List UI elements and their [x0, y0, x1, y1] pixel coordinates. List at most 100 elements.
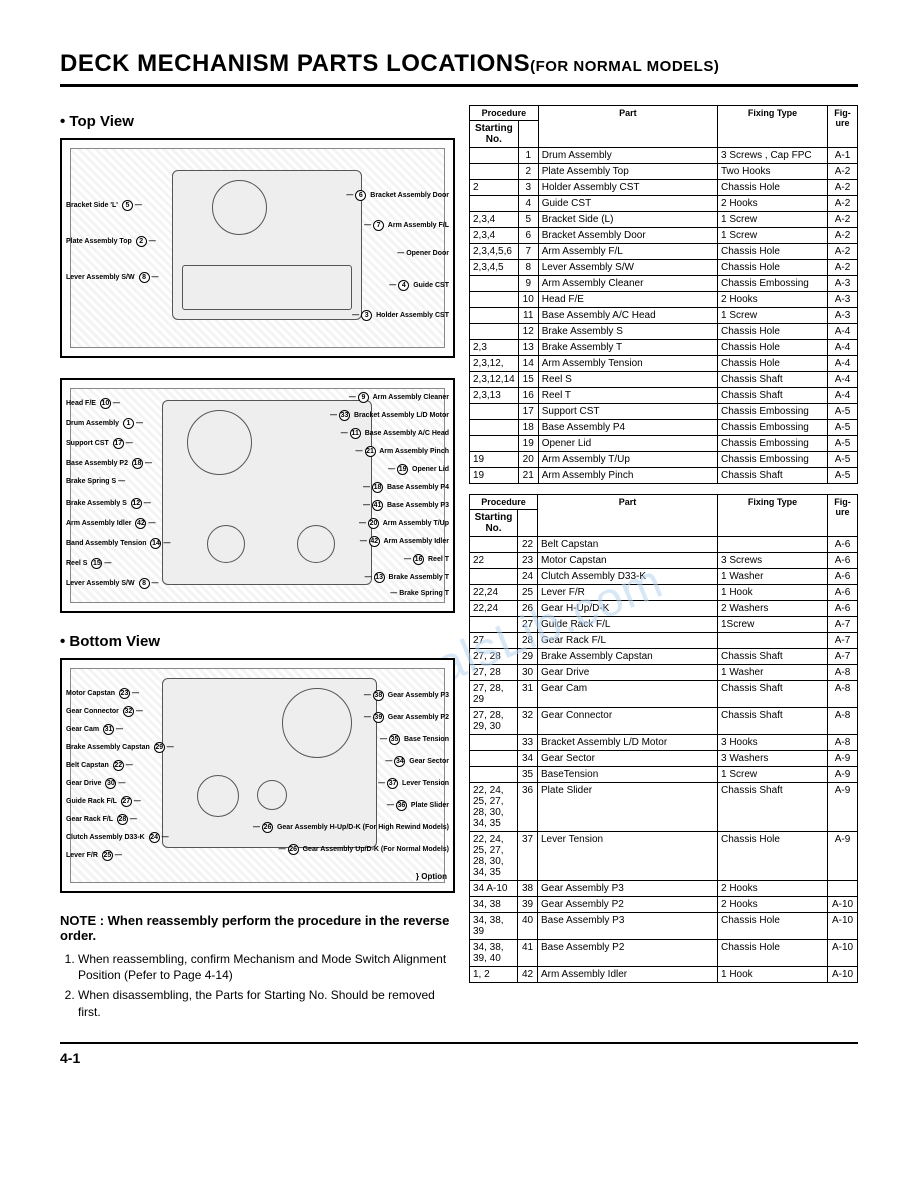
th-starting-no: Starting No. — [470, 121, 519, 148]
cell-figure: A-10 — [828, 913, 858, 940]
callout-label: Lever Assembly S/W 8— — [66, 272, 159, 283]
bottom-view-label: • Bottom View — [60, 633, 455, 650]
cell-index: 38 — [518, 881, 538, 897]
table-row: 22Belt CapstanA-6 — [470, 537, 858, 553]
cell-figure: A-8 — [828, 681, 858, 708]
cell-figure: A-3 — [828, 292, 858, 308]
callout-label: Band Assembly Tension 14— — [66, 538, 170, 549]
callout-label: —13 Brake Assembly T — [365, 572, 449, 583]
cell-index: 32 — [518, 708, 538, 735]
cell-figure: A-4 — [828, 372, 858, 388]
cell-starting-no — [470, 148, 519, 164]
cell-starting-no: 27, 28, 29, 30 — [470, 708, 518, 735]
cell-starting-no: 2,3,4 — [470, 212, 519, 228]
cell-figure: A-2 — [828, 244, 858, 260]
cell-figure: A-6 — [828, 601, 858, 617]
table-row: 2,3,46Bracket Assembly Door1 ScrewA-2 — [470, 228, 858, 244]
page-number: 4-1 — [60, 1050, 80, 1066]
table-row: 1Drum Assembly3 Screws , Cap FPCA-1 — [470, 148, 858, 164]
top-view-label: • Top View — [60, 113, 455, 130]
cell-part: Arm Assembly Pinch — [538, 468, 717, 484]
cell-figure: A-9 — [828, 783, 858, 832]
callout-label: Base Assembly P2 18— — [66, 458, 152, 469]
cell-index: 5 — [518, 212, 538, 228]
callout-num: 26 — [288, 844, 299, 855]
callout-label: —35 Base Tension — [380, 734, 449, 745]
table-row: 2Plate Assembly TopTwo HooksA-2 — [470, 164, 858, 180]
option-bracket: } Option — [416, 872, 447, 881]
cell-fixing: Chassis Shaft — [718, 388, 828, 404]
callout-num: 7 — [373, 220, 384, 231]
cell-figure: A-10 — [828, 967, 858, 983]
table-row: 27, 2830Gear Drive1 WasherA-8 — [470, 665, 858, 681]
cell-starting-no — [470, 751, 518, 767]
cell-part: Arm Assembly Cleaner — [538, 276, 717, 292]
callout-label: Belt Capstan 22— — [66, 760, 133, 771]
cell-fixing: Chassis Shaft — [718, 783, 828, 832]
cell-index: 35 — [518, 767, 538, 783]
cell-fixing: 1 Hook — [718, 967, 828, 983]
cell-fixing: 3 Screws — [718, 553, 828, 569]
cell-index: 39 — [518, 897, 538, 913]
callout-num: 15 — [91, 558, 102, 569]
cell-figure: A-10 — [828, 897, 858, 913]
callout-label: Head F/E 10— — [66, 398, 120, 409]
callout-num: 36 — [396, 800, 407, 811]
diagram-top-1: Bracket Side 'L' 5—Plate Assembly Top 2—… — [60, 138, 455, 358]
callout-label: —36 Plate Slider — [387, 800, 449, 811]
callout-num: 35 — [389, 734, 400, 745]
cell-part: Base Assembly P2 — [538, 940, 718, 967]
cell-fixing: 2 Hooks — [718, 196, 828, 212]
table-row: 27Guide Rack F/L1ScrewA-7 — [470, 617, 858, 633]
cell-fixing: Chassis Shaft — [718, 708, 828, 735]
callout-label: —21 Arm Assembly Pinch — [356, 446, 449, 457]
cell-index: 37 — [518, 832, 538, 881]
cell-starting-no — [470, 617, 518, 633]
cell-part: Gear Connector — [538, 708, 718, 735]
cell-index: 27 — [518, 617, 538, 633]
cell-starting-no: 2 — [470, 180, 519, 196]
cell-part: Base Assembly P3 — [538, 913, 718, 940]
cell-figure: A-6 — [828, 569, 858, 585]
cell-starting-no: 22,24 — [470, 585, 518, 601]
cell-starting-no: 1, 2 — [470, 967, 518, 983]
callout-label: —42 Arm Assembly Idler — [360, 536, 449, 547]
cell-fixing: 2 Hooks — [718, 292, 828, 308]
callout-num: 31 — [103, 724, 114, 735]
cell-figure: A-5 — [828, 452, 858, 468]
callout-num: 42 — [135, 518, 146, 529]
callout-label: —37 Lever Tension — [378, 778, 449, 789]
cell-part: Gear Assembly P3 — [538, 881, 718, 897]
cell-figure: A-10 — [828, 940, 858, 967]
cell-starting-no — [470, 436, 519, 452]
note-item: When disassembling, the Parts for Starti… — [78, 987, 455, 1019]
callout-num: 4 — [398, 280, 409, 291]
cell-starting-no — [470, 276, 519, 292]
cell-index: 17 — [518, 404, 538, 420]
cell-fixing: 1 Washer — [718, 665, 828, 681]
page-title: DECK MECHANISM PARTS LOCATIONS(FOR NORMA… — [60, 50, 858, 87]
cell-fixing: Chassis Hole — [718, 244, 828, 260]
cell-index: 22 — [518, 537, 538, 553]
callout-label: — Brake Spring T — [390, 590, 449, 597]
cell-part: Brake Assembly T — [538, 340, 717, 356]
cell-figure: A-9 — [828, 832, 858, 881]
cell-fixing: 3 Washers — [718, 751, 828, 767]
cell-fixing: Chassis Hole — [718, 324, 828, 340]
cell-fixing: 1 Screw — [718, 212, 828, 228]
cell-fixing: 1 Screw — [718, 308, 828, 324]
cell-starting-no: 34 A-10 — [470, 881, 518, 897]
callout-num: 5 — [122, 200, 133, 211]
cell-part: Arm Assembly T/Up — [538, 452, 717, 468]
th-part: Part — [538, 495, 718, 537]
cell-figure: A-8 — [828, 708, 858, 735]
cell-index: 19 — [518, 436, 538, 452]
th-fixing: Fixing Type — [718, 106, 828, 148]
callout-num: 8 — [139, 578, 150, 589]
table-row: 9Arm Assembly CleanerChassis EmbossingA-… — [470, 276, 858, 292]
cell-figure: A-7 — [828, 617, 858, 633]
cell-part: Lever F/R — [538, 585, 718, 601]
cell-starting-no — [470, 308, 519, 324]
cell-figure: A-2 — [828, 164, 858, 180]
table-row: 12Brake Assembly SChassis HoleA-4 — [470, 324, 858, 340]
